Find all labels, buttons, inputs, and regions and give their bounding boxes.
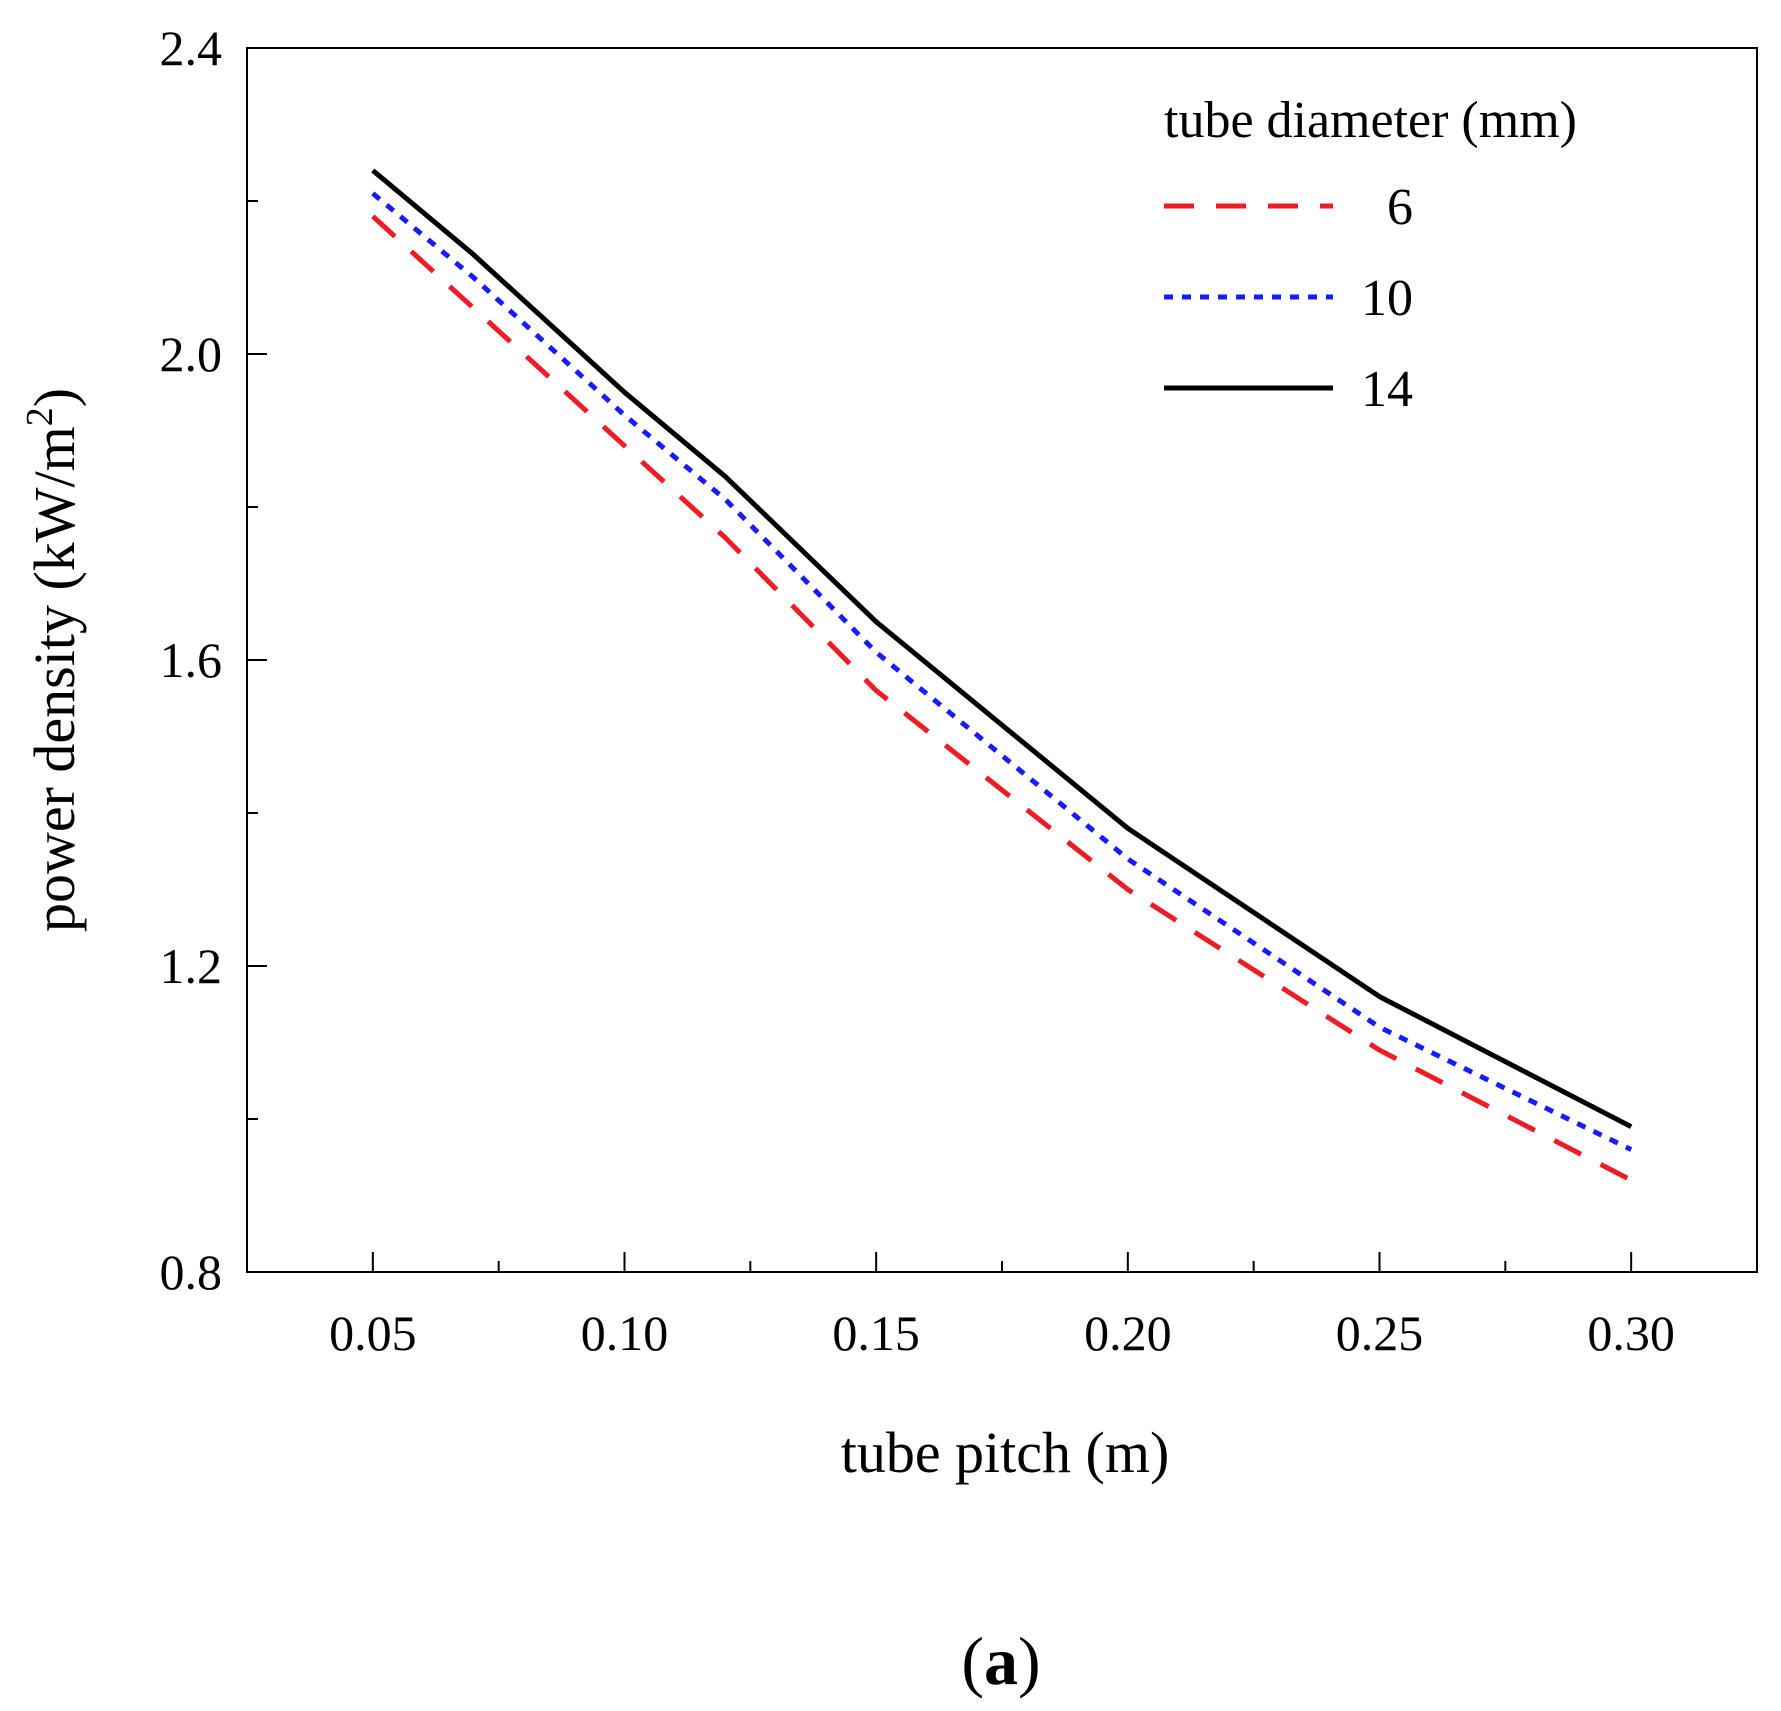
axis-ticks: 0.05 0.10 0.15 0.20 0.25 0.30 0.8 1.2 1.6 2.0 2.4 [160, 20, 1675, 1361]
x-tick-label: 0.25 [1336, 1305, 1424, 1361]
x-axis-title: tube pitch (m) [841, 1420, 1170, 1485]
y-axis-title-superscript: 2 [19, 407, 61, 426]
series-line-6 [371, 214, 1633, 1183]
x-tick-label: 0.30 [1587, 1305, 1675, 1361]
y-axis-title: power density (kW/m2) [19, 388, 87, 932]
y-tick-label: 1.2 [160, 938, 223, 994]
y-tick-label: 2.0 [160, 326, 223, 382]
legend: tube diameter (mm) 6 10 14 [1164, 92, 1577, 418]
panel-label: (a) [961, 1623, 1040, 1699]
series-line-14 [371, 168, 1633, 1129]
legend-label-14: 14 [1361, 361, 1413, 418]
y-tick-label: 0.8 [160, 1244, 223, 1300]
y-tick-label: 1.6 [160, 632, 223, 688]
plot-frame [246, 47, 1758, 1273]
x-tick-label: 0.05 [329, 1305, 417, 1361]
legend-label-10: 10 [1361, 270, 1413, 327]
x-tick-label: 0.20 [1084, 1305, 1172, 1361]
series-line-10 [371, 191, 1633, 1152]
y-tick-label: 2.4 [160, 20, 223, 76]
data-series [371, 168, 1633, 1183]
y-axis-title-main: power density (kW/m [22, 426, 87, 932]
panel-label-letter: a [984, 1623, 1018, 1699]
x-tick-label: 0.10 [581, 1305, 669, 1361]
legend-title: tube diameter (mm) [1164, 92, 1577, 149]
panel-label-open: ( [961, 1623, 984, 1699]
y-axis-title-close: ) [22, 388, 87, 407]
x-tick-label: 0.15 [832, 1305, 920, 1361]
panel-label-close: ) [1018, 1623, 1041, 1699]
legend-items: 6 10 14 [1164, 179, 1413, 418]
legend-label-6: 6 [1387, 179, 1413, 236]
